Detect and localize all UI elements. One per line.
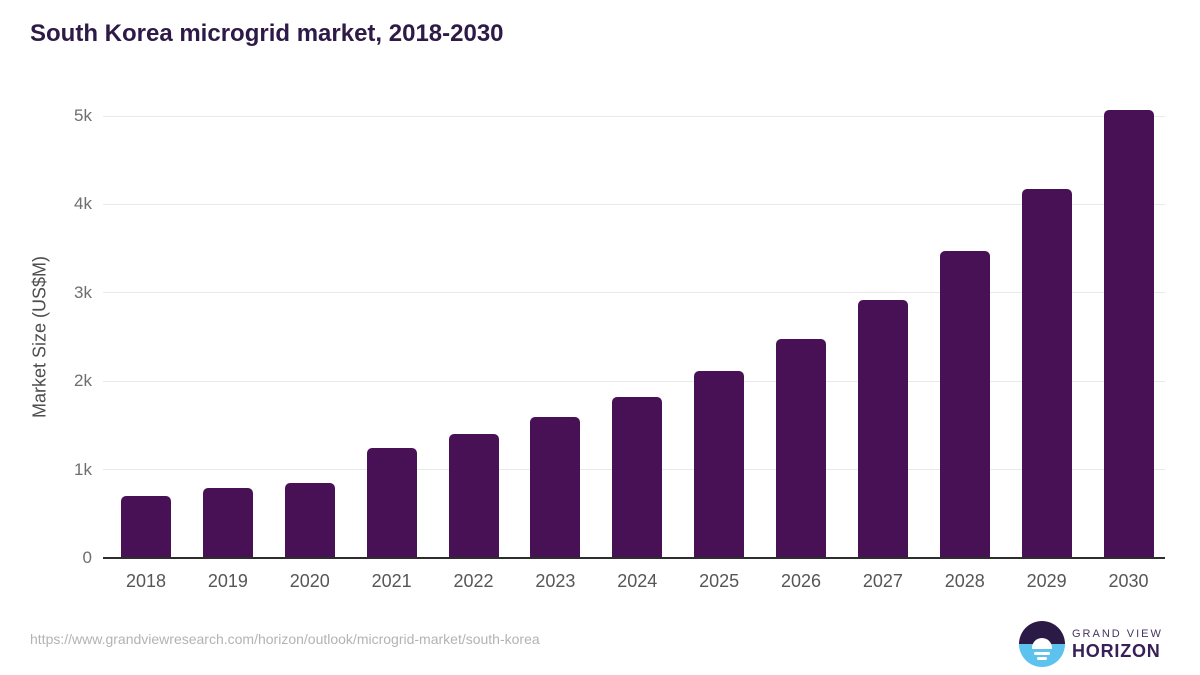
sun-dome-shape xyxy=(1032,638,1052,649)
bar-2019 xyxy=(202,488,253,558)
x-tick-label-2019: 2019 xyxy=(207,571,248,591)
grand-view-horizon-logo: GRAND VIEW HORIZON xyxy=(1019,621,1163,667)
bar-2024 xyxy=(612,397,663,558)
logo-text-horizon: HORIZON xyxy=(1072,640,1161,661)
x-tick-label-2030: 2030 xyxy=(1108,571,1149,591)
x-tick-label-2029: 2029 xyxy=(1026,571,1067,591)
x-tick-label-2026: 2026 xyxy=(780,571,822,591)
horizon-line-2 xyxy=(1037,657,1047,660)
x-tick-label-2028: 2028 xyxy=(944,571,985,591)
gridline-2k xyxy=(103,380,1165,382)
horizon-sun-icon xyxy=(1019,621,1065,667)
bar-2020 xyxy=(284,482,335,558)
x-tick-label-2022: 2022 xyxy=(453,571,494,591)
y-tick-label-0: 0 xyxy=(82,548,92,567)
y-tick-label-3k: 3k xyxy=(74,282,92,302)
bar-2025 xyxy=(694,371,745,558)
y-tick-label-1k: 1k xyxy=(74,459,92,479)
gridline-3k xyxy=(103,292,1165,294)
bar-2026 xyxy=(776,339,826,558)
gridline-5k xyxy=(103,115,1165,117)
bar-2022 xyxy=(448,434,499,558)
bar-2030 xyxy=(1103,109,1154,558)
y-tick-label-2k: 2k xyxy=(74,371,92,391)
x-tick-label-2020: 2020 xyxy=(289,571,330,591)
logo-text-grand-view: GRAND VIEW xyxy=(1072,627,1163,640)
x-tick-label-2025: 2025 xyxy=(699,571,740,591)
bar-2021 xyxy=(366,447,417,558)
x-tick-label-2027: 2027 xyxy=(862,571,903,591)
x-tick-label-2018: 2018 xyxy=(125,571,167,591)
x-axis-line xyxy=(103,557,1165,559)
horizon-line-1 xyxy=(1034,652,1050,655)
gridline-4k xyxy=(103,203,1165,205)
bar-2027 xyxy=(857,299,908,558)
x-tick-label-2021: 2021 xyxy=(371,571,412,591)
x-tick-label-2023: 2023 xyxy=(535,571,576,591)
bar-2028 xyxy=(939,250,990,558)
y-tick-label-4k: 4k xyxy=(74,194,92,214)
logo-text-block: GRAND VIEW HORIZON xyxy=(1072,628,1163,661)
x-tick-label-2024: 2024 xyxy=(617,571,658,591)
bar-2023 xyxy=(530,417,581,558)
source-url: https://www.grandviewresearch.com/horizo… xyxy=(30,631,540,647)
y-tick-label-5k: 5k xyxy=(74,106,92,125)
bar-2018 xyxy=(121,496,171,558)
chart-title: South Korea microgrid market, 2018-2030 xyxy=(30,20,504,47)
bar-2029 xyxy=(1021,188,1072,558)
